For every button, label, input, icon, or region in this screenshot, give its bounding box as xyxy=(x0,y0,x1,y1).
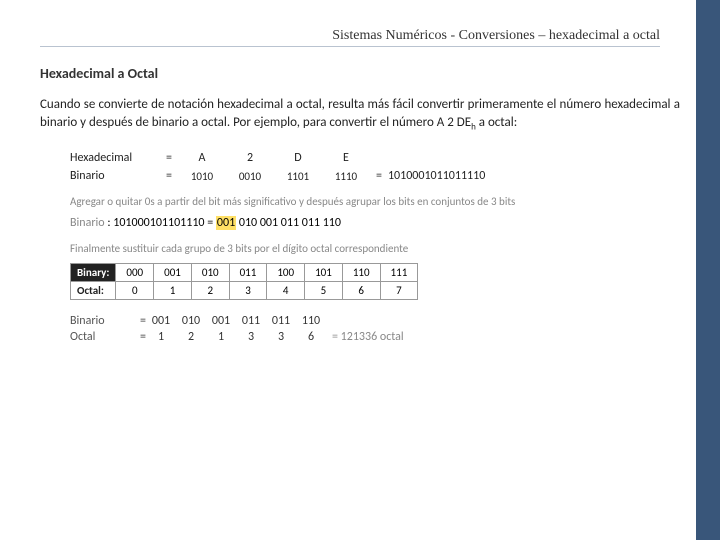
body-text-tail: a octal: xyxy=(476,115,517,130)
final-bin-group: 001 xyxy=(206,314,236,328)
final-oct-digit: 1 xyxy=(146,330,176,344)
table-cell: 101 xyxy=(305,264,343,282)
final-oct-digit: 6 xyxy=(296,330,326,344)
regroup-pad: 001 xyxy=(216,216,236,230)
slide-header: Sistemas Numéricos - Conversiones – hexa… xyxy=(40,28,660,47)
regroup-eq: = xyxy=(207,216,216,230)
final-bin-group: 001 xyxy=(146,314,176,328)
table-row: Binary: 000 001 010 011 100 101 110 111 xyxy=(71,264,418,282)
table-cell: 5 xyxy=(305,282,343,300)
final-oct-digit: 3 xyxy=(236,330,266,344)
table-cell: 010 xyxy=(191,264,229,282)
final-oct-digit: 3 xyxy=(266,330,296,344)
regroup-label: Binario xyxy=(70,216,105,230)
binary-row: Binario = 1010 0010 1101 1110 = 10100010… xyxy=(70,169,650,183)
table-cell: 000 xyxy=(116,264,154,282)
final-oct-digit: 2 xyxy=(176,330,206,344)
hex-digit: 2 xyxy=(226,151,274,165)
table-cell: 111 xyxy=(380,264,418,282)
sidebar-accent xyxy=(696,0,720,540)
table-cell: 2 xyxy=(191,282,229,300)
bin-group: 0010 xyxy=(226,170,274,183)
hex-eq: = xyxy=(166,151,172,165)
table-binary-label: Binary: xyxy=(71,264,116,282)
table-cell: 7 xyxy=(380,282,418,300)
table-row: Octal: 0 1 2 3 4 5 6 7 xyxy=(71,282,418,300)
table-cell: 001 xyxy=(154,264,192,282)
body-text-main: Cuando se convierte de notación hexadeci… xyxy=(40,97,680,130)
bin-group: 1110 xyxy=(322,170,370,183)
table-octal-label: Octal: xyxy=(71,282,116,300)
hex-row: Hexadecimal = A 2 D E xyxy=(70,151,650,165)
bin-label: Binario xyxy=(70,169,160,183)
note-grouping: Agregar o quitar 0s a partir del bit más… xyxy=(70,195,650,208)
final-bin-group: 011 xyxy=(236,314,266,328)
section-title: Hexadecimal a Octal xyxy=(40,65,680,82)
binary-regroup-row: Binario : 101000101101110 = 001 010 001 … xyxy=(70,216,650,230)
bin-group: 1010 xyxy=(178,170,226,183)
bin-arrow: = xyxy=(376,169,382,183)
table-cell: 3 xyxy=(229,282,267,300)
table-cell: 100 xyxy=(267,264,305,282)
regroup-rest: 010 001 011 011 110 xyxy=(236,216,341,230)
octal-lookup-table: Binary: 000 001 010 011 100 101 110 111 … xyxy=(70,263,418,300)
table-cell: 4 xyxy=(267,282,305,300)
table-cell: 0 xyxy=(116,282,154,300)
bin-joined: 1010001011011110 xyxy=(388,169,485,183)
bin-eq: = xyxy=(166,169,172,183)
bin-group: 1101 xyxy=(274,170,322,183)
hex-digit: A xyxy=(178,151,226,165)
table-cell: 1 xyxy=(154,282,192,300)
table-cell: 6 xyxy=(342,282,380,300)
final-oct-label: Octal xyxy=(70,330,140,344)
body-paragraph: Cuando se convierte de notación hexadeci… xyxy=(40,96,680,133)
final-bin-label: Binario xyxy=(70,314,140,328)
final-bin-group: 110 xyxy=(296,314,326,328)
final-conversion: Binario = 001 010 001 011 011 110 Octal … xyxy=(70,314,650,344)
table-cell: 110 xyxy=(342,264,380,282)
hex-digit: E xyxy=(322,151,370,165)
hex-label: Hexadecimal xyxy=(70,151,160,165)
final-bin-group: 010 xyxy=(176,314,206,328)
final-octal-row: Octal = 1 2 1 3 3 6 = 121336 octal xyxy=(70,330,650,344)
final-binary-row: Binario = 001 010 001 011 011 110 xyxy=(70,314,650,328)
final-oct-digit: 1 xyxy=(206,330,236,344)
final-bin-group: 011 xyxy=(266,314,296,328)
table-cell: 011 xyxy=(229,264,267,282)
hex-digit: D xyxy=(274,151,322,165)
final-result: = 121336 octal xyxy=(332,330,404,344)
regroup-raw: 101000101101110 xyxy=(113,216,204,230)
note-substitute: Finalmente sustituir cada grupo de 3 bit… xyxy=(70,242,650,255)
worked-example: Hexadecimal = A 2 D E Binario = 1010 001… xyxy=(70,151,650,344)
